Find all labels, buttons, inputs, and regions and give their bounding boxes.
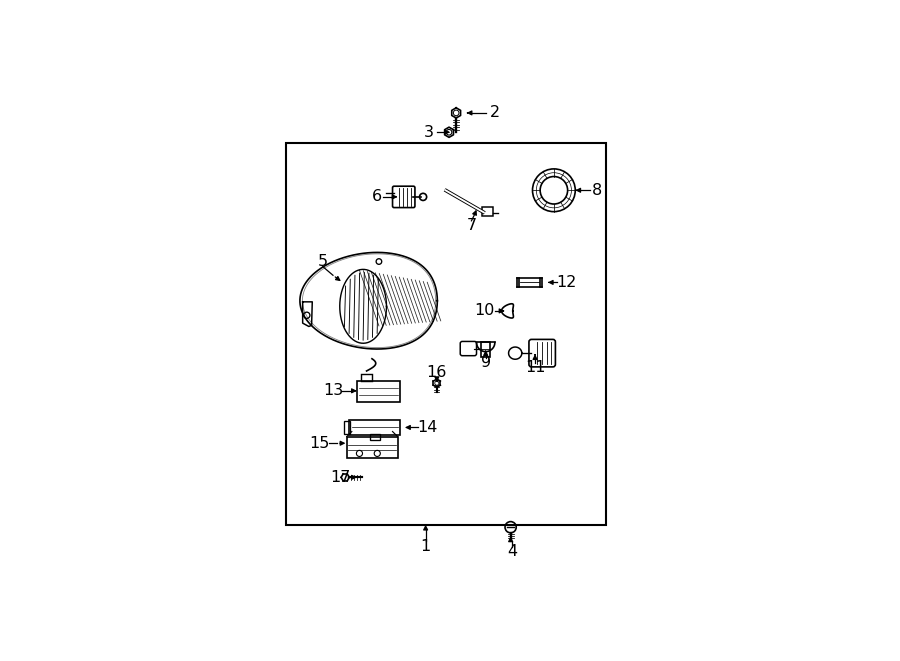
Text: 11: 11 — [525, 360, 545, 375]
Text: 16: 16 — [427, 365, 447, 380]
Bar — [349, 420, 400, 435]
Text: 8: 8 — [591, 183, 602, 198]
Text: 9: 9 — [481, 356, 491, 370]
Text: 6: 6 — [372, 190, 382, 204]
Text: 7: 7 — [466, 218, 476, 233]
Bar — [518, 278, 540, 287]
Text: 3: 3 — [424, 125, 434, 139]
Bar — [344, 421, 350, 434]
Bar — [346, 437, 398, 458]
Bar — [482, 206, 493, 215]
Text: 12: 12 — [556, 275, 576, 290]
Bar — [482, 342, 490, 357]
Text: 15: 15 — [310, 436, 330, 451]
Bar — [285, 143, 607, 525]
Text: 1: 1 — [420, 539, 431, 553]
Text: 17: 17 — [330, 470, 350, 485]
Text: 2: 2 — [491, 105, 500, 120]
Bar — [361, 373, 373, 381]
Bar — [370, 434, 380, 440]
Text: 4: 4 — [507, 544, 517, 559]
Text: 10: 10 — [474, 303, 495, 319]
Text: 14: 14 — [418, 420, 437, 435]
Bar — [357, 381, 400, 402]
Text: 13: 13 — [323, 383, 343, 399]
Text: 5: 5 — [318, 254, 328, 269]
